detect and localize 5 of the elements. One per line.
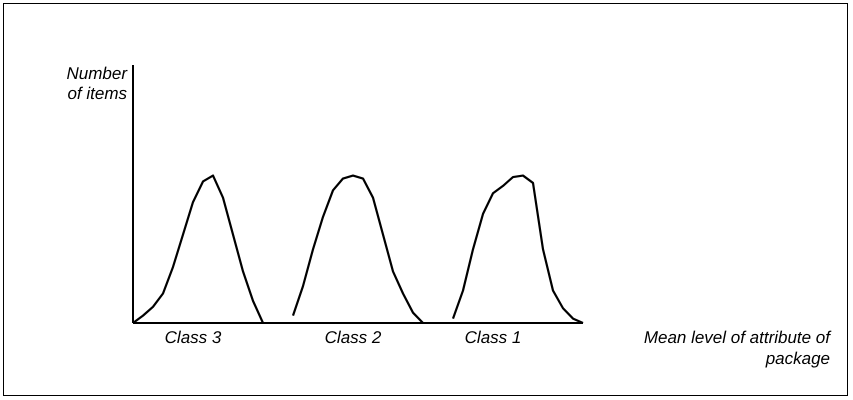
- x-axis-title: Mean level of attribute of package: [642, 327, 830, 369]
- x-tick-label: Class 1: [464, 328, 522, 348]
- x-tick-label: Class 3: [164, 328, 222, 348]
- y-axis-title: Number of items: [66, 64, 128, 103]
- x-tick-label: Class 2: [324, 328, 382, 348]
